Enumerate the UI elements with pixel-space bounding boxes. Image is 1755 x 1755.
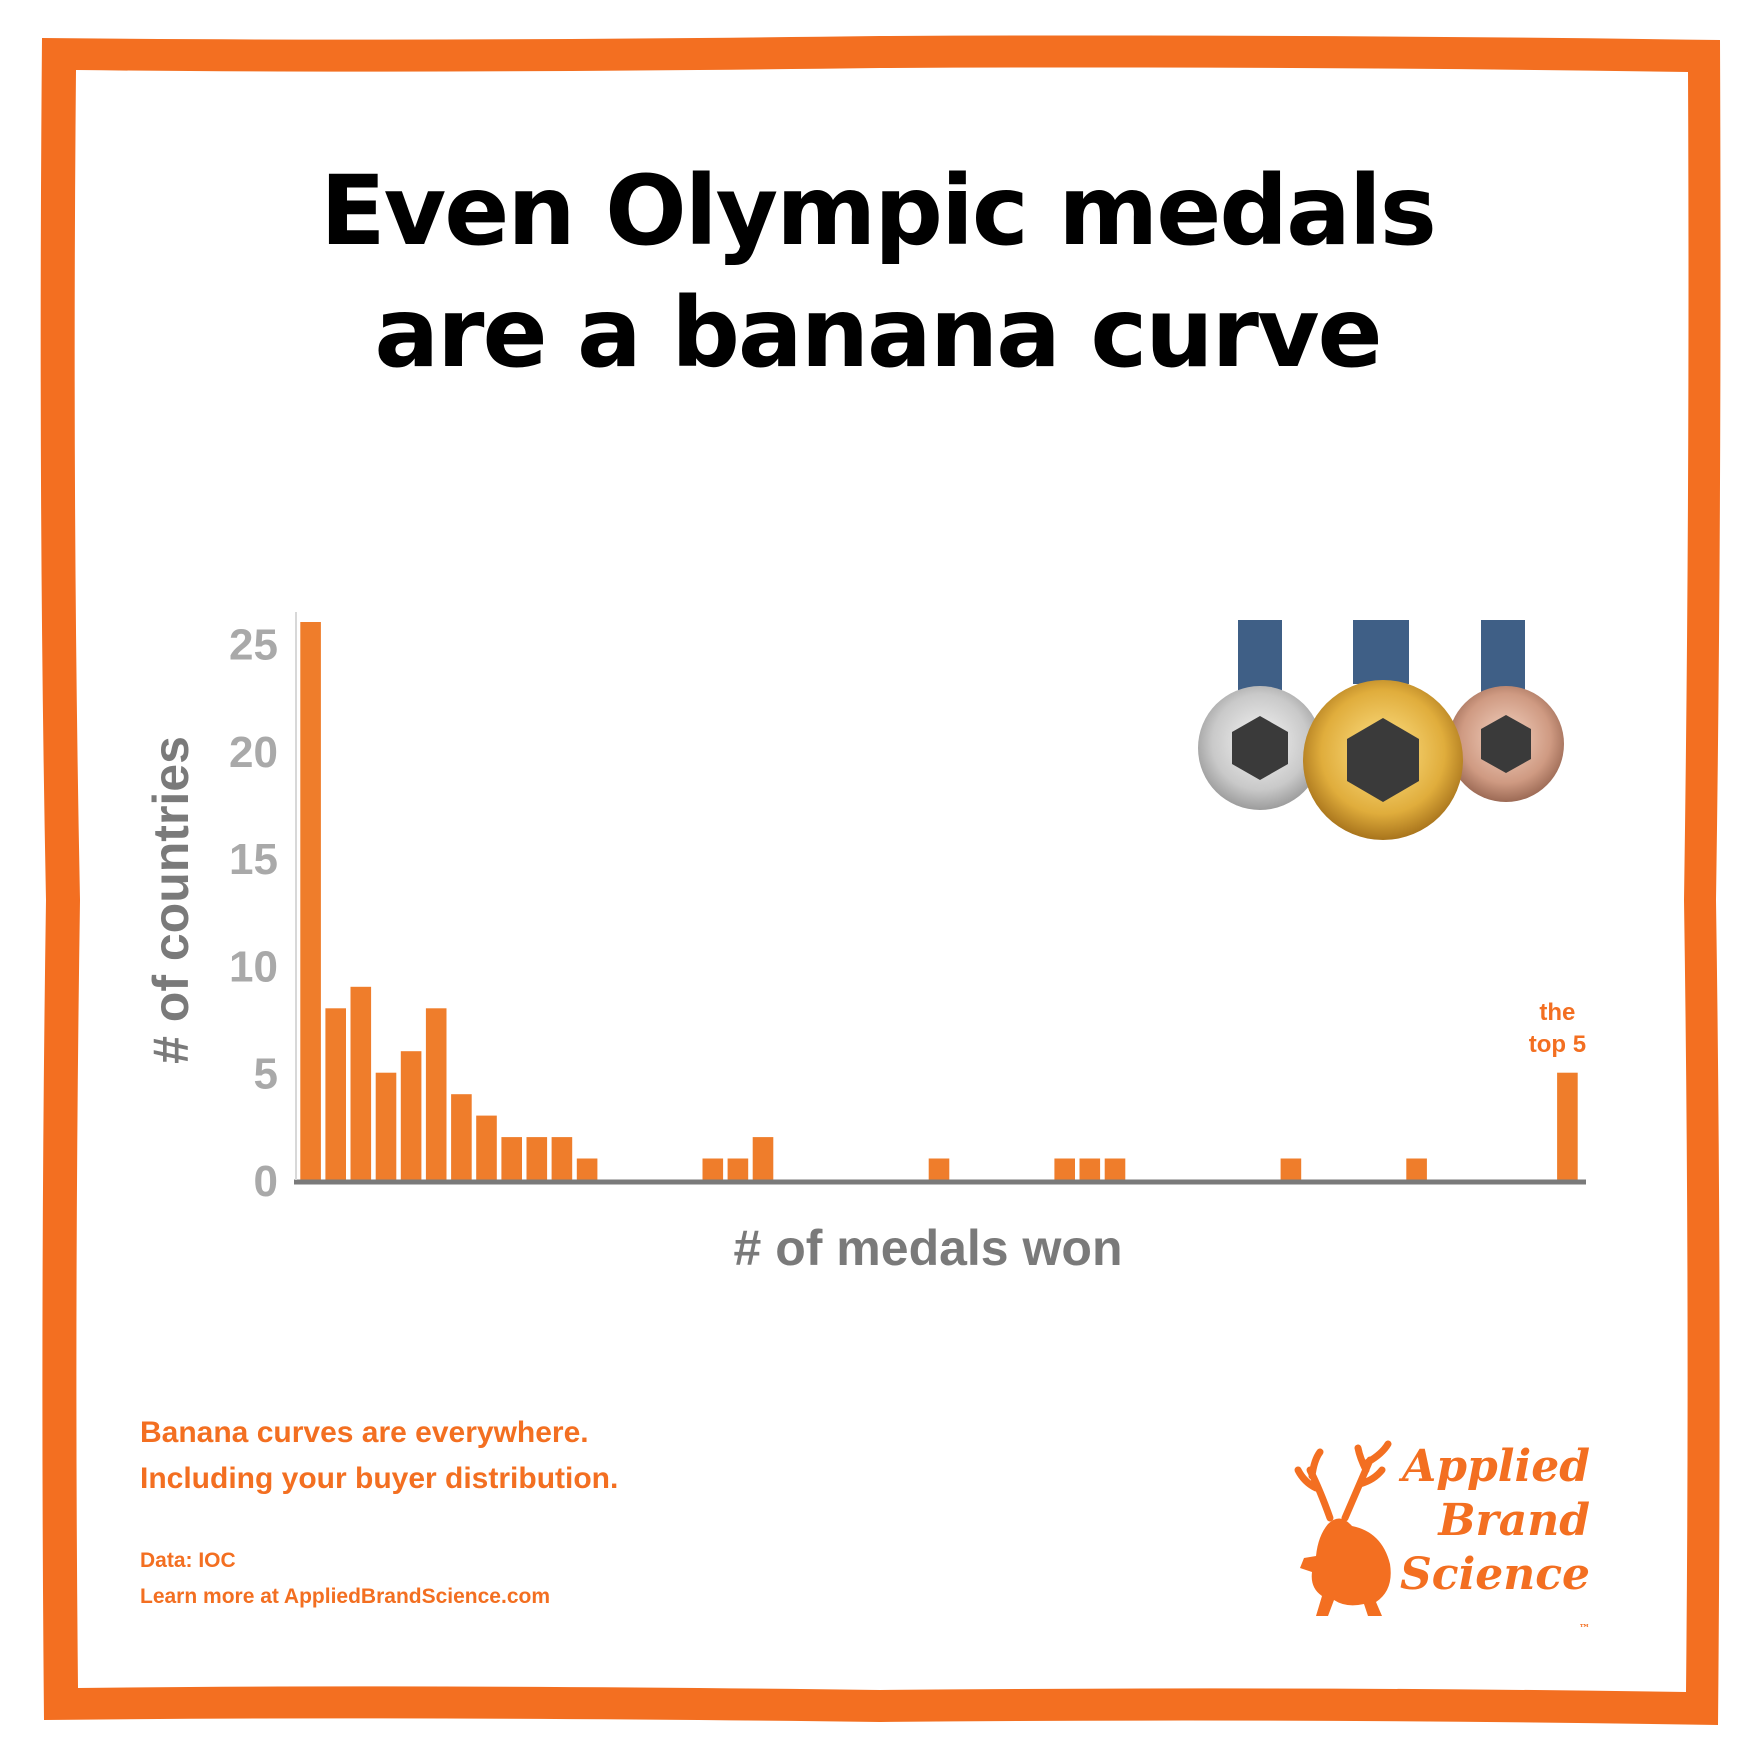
bar-10 [526, 1137, 548, 1180]
bar-8 [476, 1115, 497, 1180]
bar-40 [1280, 1158, 1302, 1180]
bar-3 [350, 986, 372, 1180]
top5-annotation-line-2: top 5 [1529, 1031, 1586, 1058]
x-axis-title: # of medals won [734, 1220, 1123, 1276]
bar-19 [752, 1137, 774, 1180]
title-line-2: are a banana curve [374, 277, 1382, 389]
y-axis-title: # of countries [143, 736, 199, 1064]
bar-32 [1079, 1158, 1101, 1180]
silver-medal-icon [1198, 686, 1322, 810]
bar-4 [375, 1072, 397, 1180]
applied-brand-science-logo: Applied Brand Science ™ [1290, 1440, 1590, 1635]
antler-right [1341, 1440, 1392, 1522]
jackalope-body [1300, 1518, 1391, 1616]
logo-wordmark: Applied Brand Science ™ [1400, 1440, 1590, 1656]
bar-6 [425, 1008, 447, 1180]
learn-more-link[interactable]: Learn more at AppliedBrandScience.com [140, 1585, 551, 1608]
bar-series [300, 622, 1578, 1180]
tagline-line-1: Banana curves are everywhere. [140, 1416, 589, 1449]
bar-9 [501, 1137, 522, 1180]
bar-18 [727, 1158, 749, 1180]
tagline-line-2: Including your buyer distribution. [140, 1462, 619, 1495]
bar-12 [576, 1158, 598, 1180]
antler-left [1294, 1448, 1334, 1522]
y-tick-label: 25 [229, 621, 278, 670]
title-line-1: Even Olympic medals [320, 155, 1437, 267]
bar-5 [400, 1051, 422, 1180]
jackalope-icon [1294, 1440, 1392, 1616]
bronze-medal-icon [1448, 686, 1564, 802]
y-tick-label: 5 [254, 1050, 278, 1099]
olympic-medals-illustration [1198, 620, 1564, 840]
bar-45 [1406, 1158, 1427, 1180]
page-title: Even Olympic medals are a banana curve [80, 150, 1675, 394]
bar-7 [451, 1094, 472, 1180]
y-axis-ticks: 0 5 10 15 20 25 [229, 621, 278, 1207]
tagline: Banana curves are everywhere. Including … [140, 1410, 618, 1502]
gold-medal-icon [1303, 680, 1463, 840]
trademark-symbol: ™ [1579, 1622, 1590, 1635]
bronze-ribbon [1481, 620, 1525, 698]
y-tick-label: 10 [229, 942, 278, 991]
bar-17 [702, 1158, 724, 1180]
silver-ribbon [1238, 620, 1282, 698]
y-tick-label: 15 [229, 835, 278, 884]
source-credits: Data: IOC Learn more at AppliedBrandScie… [140, 1543, 550, 1615]
bar-31 [1054, 1158, 1075, 1180]
logo-line-1: Applied [1402, 1441, 1590, 1492]
y-tick-label: 20 [229, 728, 278, 777]
y-tick-label: 0 [254, 1157, 278, 1206]
gold-ribbon [1353, 620, 1409, 684]
bar-1 [300, 622, 321, 1180]
bar-11 [551, 1137, 573, 1180]
logo-line-3: Science [1400, 1549, 1591, 1600]
bar-51 [1557, 1072, 1578, 1180]
top5-annotation-line-1: the [1539, 999, 1575, 1026]
bar-2 [325, 1008, 346, 1180]
logo-line-2: Brand [1438, 1495, 1590, 1546]
data-source: Data: IOC [140, 1549, 236, 1572]
bar-33 [1104, 1158, 1126, 1180]
bar-26 [928, 1158, 950, 1180]
